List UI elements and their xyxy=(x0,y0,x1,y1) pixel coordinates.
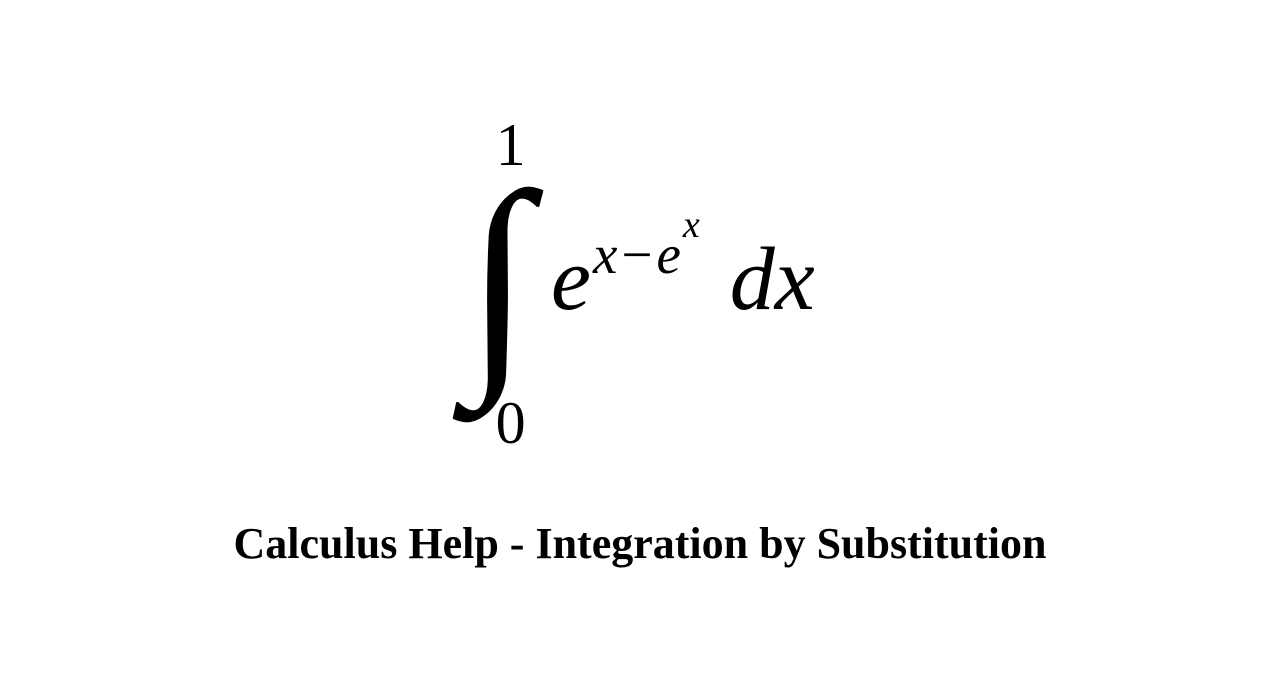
inner-exponent-x: x xyxy=(683,203,700,247)
differential-dx: dx xyxy=(730,228,815,331)
exponent-x: x xyxy=(593,223,617,286)
caption-text: Calculus Help - Integration by Substitut… xyxy=(234,518,1047,569)
exponent-minus: − xyxy=(621,223,652,286)
integral-expression: 1 ∫ 0 e x − e x dx xyxy=(465,111,814,458)
base-e: e xyxy=(551,228,591,331)
exponent-group: x − e x xyxy=(593,223,700,286)
integral-sign: ∫ xyxy=(465,175,531,379)
integrand: e x − e x dx xyxy=(551,228,815,331)
lower-limit: 0 xyxy=(496,389,526,458)
integral-symbol-block: 1 ∫ 0 xyxy=(465,111,531,458)
exponent-e: e xyxy=(656,223,680,286)
